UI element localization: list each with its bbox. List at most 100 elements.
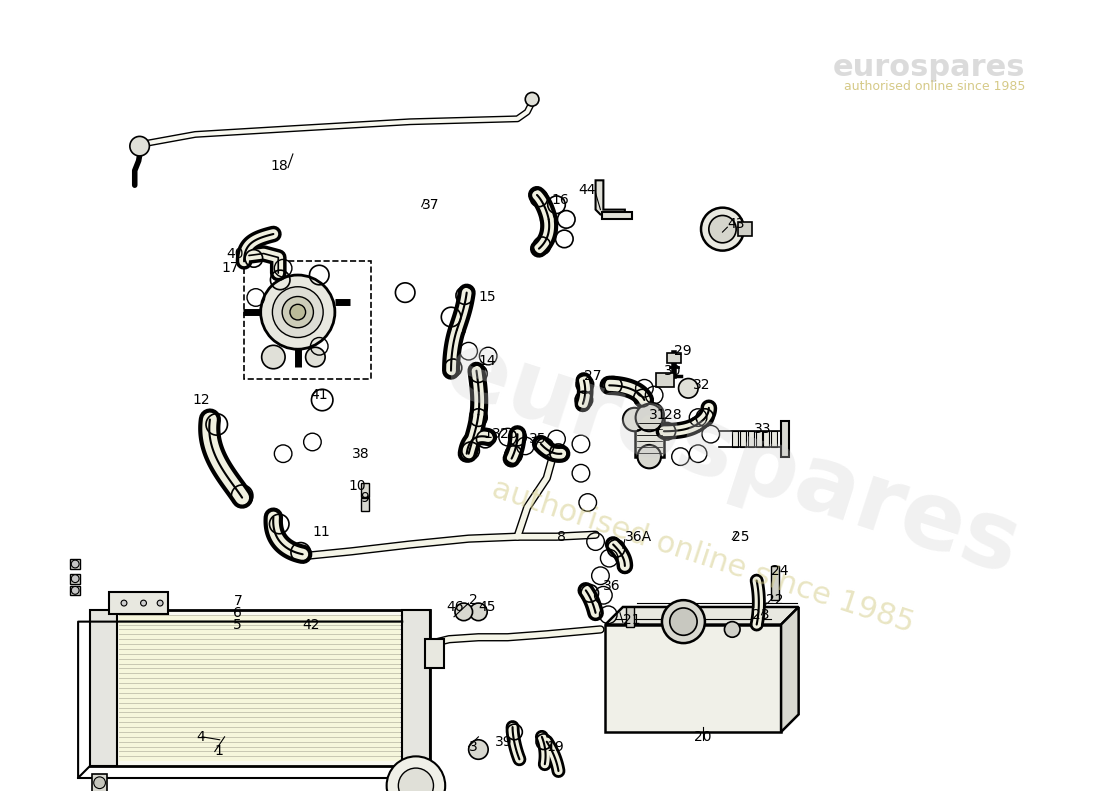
Circle shape	[640, 403, 664, 426]
Text: 26: 26	[499, 427, 517, 441]
Circle shape	[121, 600, 126, 606]
Polygon shape	[605, 607, 799, 625]
Circle shape	[72, 574, 79, 582]
Text: 40: 40	[227, 246, 244, 261]
Text: 23: 23	[751, 608, 769, 622]
Text: 11: 11	[312, 525, 330, 539]
Bar	[781, 422, 789, 457]
Circle shape	[679, 378, 699, 398]
Text: 42: 42	[302, 618, 320, 631]
Text: 30: 30	[664, 364, 681, 378]
Bar	[119, 614, 400, 762]
Text: 22: 22	[767, 593, 784, 607]
Text: 20: 20	[694, 730, 712, 744]
Text: 46: 46	[447, 600, 464, 614]
Bar	[361, 483, 370, 497]
Bar	[667, 353, 681, 363]
Circle shape	[662, 600, 705, 643]
Text: 4: 4	[196, 730, 205, 744]
Circle shape	[306, 347, 326, 367]
Text: 38: 38	[352, 446, 370, 461]
Circle shape	[130, 136, 150, 156]
Bar	[90, 610, 430, 766]
Bar	[738, 222, 751, 236]
Text: 21: 21	[623, 613, 640, 626]
Text: 28: 28	[664, 408, 682, 422]
Text: 17: 17	[221, 261, 239, 275]
Text: 3: 3	[469, 739, 477, 754]
Bar	[403, 610, 430, 766]
Text: 29: 29	[673, 344, 691, 358]
Circle shape	[526, 93, 539, 106]
Bar	[361, 498, 370, 511]
Text: 12: 12	[192, 393, 210, 407]
Circle shape	[72, 586, 79, 594]
Text: 43: 43	[727, 218, 745, 231]
Text: 7: 7	[233, 594, 242, 608]
Text: 13: 13	[483, 427, 500, 441]
Text: 9: 9	[360, 490, 370, 505]
Bar	[70, 559, 80, 569]
Text: 1: 1	[214, 745, 223, 758]
Text: 44: 44	[579, 183, 595, 197]
Bar	[425, 639, 444, 669]
Bar	[690, 607, 697, 626]
Bar	[733, 431, 738, 447]
Text: 16: 16	[551, 193, 570, 207]
Bar	[748, 431, 754, 447]
Text: 45: 45	[478, 600, 496, 614]
Text: 25: 25	[733, 530, 750, 544]
Text: 36: 36	[604, 578, 622, 593]
Text: 14: 14	[478, 354, 496, 368]
Text: 36A: 36A	[625, 530, 652, 544]
Text: 41: 41	[310, 388, 328, 402]
Circle shape	[290, 304, 306, 320]
Circle shape	[469, 740, 488, 759]
Text: 19: 19	[547, 739, 564, 754]
Bar	[70, 586, 80, 595]
Text: 10: 10	[349, 479, 366, 493]
Circle shape	[455, 603, 473, 621]
Text: 2: 2	[469, 593, 477, 607]
Bar	[763, 431, 769, 447]
Circle shape	[701, 208, 744, 250]
Bar	[740, 431, 746, 447]
Text: authorised online since 1985: authorised online since 1985	[844, 80, 1025, 93]
Bar	[626, 607, 634, 626]
Circle shape	[638, 445, 661, 468]
Circle shape	[386, 756, 446, 800]
Text: authorised online since 1985: authorised online since 1985	[488, 474, 917, 638]
Text: 39: 39	[495, 734, 513, 749]
Bar	[244, 262, 371, 378]
Circle shape	[470, 603, 487, 621]
Text: 24: 24	[771, 564, 789, 578]
Bar	[771, 566, 779, 600]
Bar	[109, 592, 168, 614]
Circle shape	[94, 777, 106, 789]
Bar	[91, 774, 108, 791]
Bar	[635, 418, 664, 457]
Text: 32: 32	[693, 378, 711, 392]
Bar	[656, 373, 673, 387]
Text: 15: 15	[478, 290, 496, 305]
Text: 18: 18	[271, 158, 288, 173]
Text: eurospares: eurospares	[434, 322, 1031, 594]
Bar	[756, 431, 761, 447]
Circle shape	[623, 408, 647, 431]
Polygon shape	[595, 180, 625, 214]
Polygon shape	[781, 607, 799, 732]
Circle shape	[283, 297, 313, 328]
Text: 33: 33	[754, 422, 771, 436]
Circle shape	[670, 608, 697, 635]
Circle shape	[273, 286, 323, 338]
Circle shape	[72, 560, 79, 568]
Text: 27: 27	[584, 369, 602, 382]
Text: 35: 35	[529, 432, 547, 446]
Text: 37: 37	[421, 198, 439, 212]
Circle shape	[725, 622, 740, 638]
Circle shape	[261, 275, 334, 350]
Circle shape	[262, 346, 285, 369]
Bar	[771, 431, 778, 447]
Text: 8: 8	[557, 530, 565, 544]
Text: 6: 6	[233, 606, 242, 620]
